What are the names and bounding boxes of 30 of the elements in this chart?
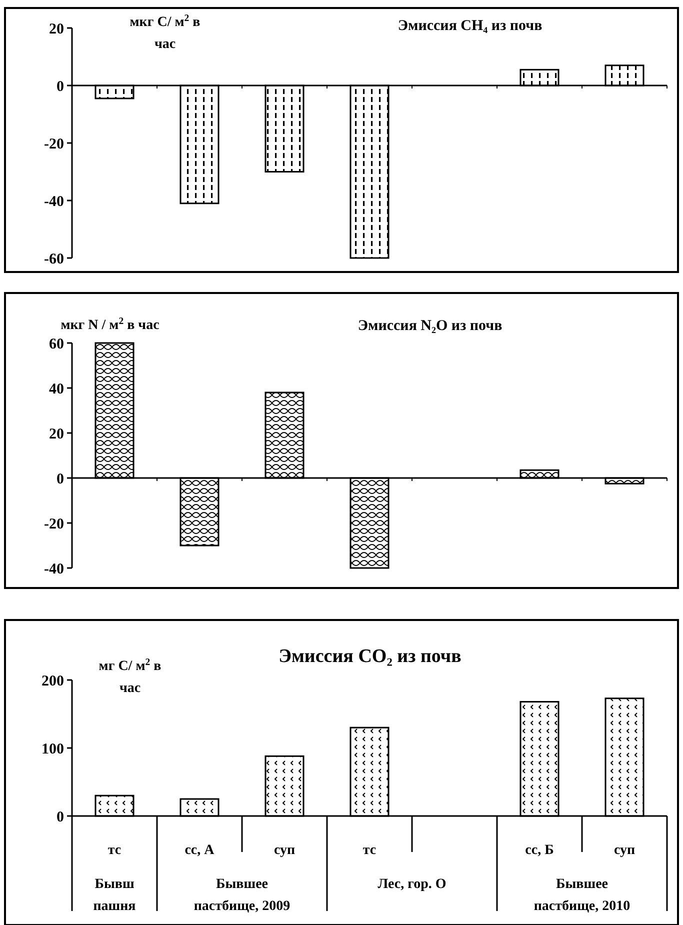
y-tick-label: 20 xyxy=(49,426,64,442)
text: Бывшее пастбище, 2009 xyxy=(194,877,290,914)
text: Лес, гор. О xyxy=(378,877,446,892)
y-tick-label: -20 xyxy=(44,516,64,532)
y-axis-title: мг C/ м$^{2}$ в час xyxy=(98,656,162,696)
chart-title: Эмиссия N₂O из почв xyxy=(358,318,502,334)
y-tick-label: -60 xyxy=(44,251,64,268)
y-tick-label: 100 xyxy=(42,741,64,758)
x-tick-label: сс, А xyxy=(184,843,216,858)
y-tick-label: 40 xyxy=(49,381,64,398)
y-tick-label: -40 xyxy=(44,561,64,578)
chart-title: Эмиссия CO₂ из почв xyxy=(278,646,462,667)
x-tick-label: суп xyxy=(614,843,636,858)
chart-title: Эмиссия CH₄ из почв xyxy=(398,18,542,34)
y-tick-label: 0 xyxy=(56,809,64,826)
x-tick-label: сс, Б xyxy=(525,843,554,858)
text: Бывш пашня xyxy=(93,877,136,914)
y-tick-label: 0 xyxy=(56,471,64,488)
x-tick-label: тс xyxy=(362,843,376,858)
y-axis-title: мкг N / м$^{2}$ в час xyxy=(60,316,160,333)
text: мкг C/ м$^{2}$ в час xyxy=(130,12,200,52)
y-tick-label: 60 xyxy=(49,336,64,352)
x-tick-label: тс xyxy=(108,843,122,858)
y-tick-label: 200 xyxy=(42,673,64,690)
y-tick-label: 0 xyxy=(56,78,64,95)
text: Бывшее пастбище, 2010 xyxy=(534,877,630,914)
y-tick-label: -20 xyxy=(44,136,64,152)
x-tick-label: суп xyxy=(274,843,296,858)
y-tick-label: 20 xyxy=(49,21,64,38)
y-tick-label: -40 xyxy=(44,194,64,210)
